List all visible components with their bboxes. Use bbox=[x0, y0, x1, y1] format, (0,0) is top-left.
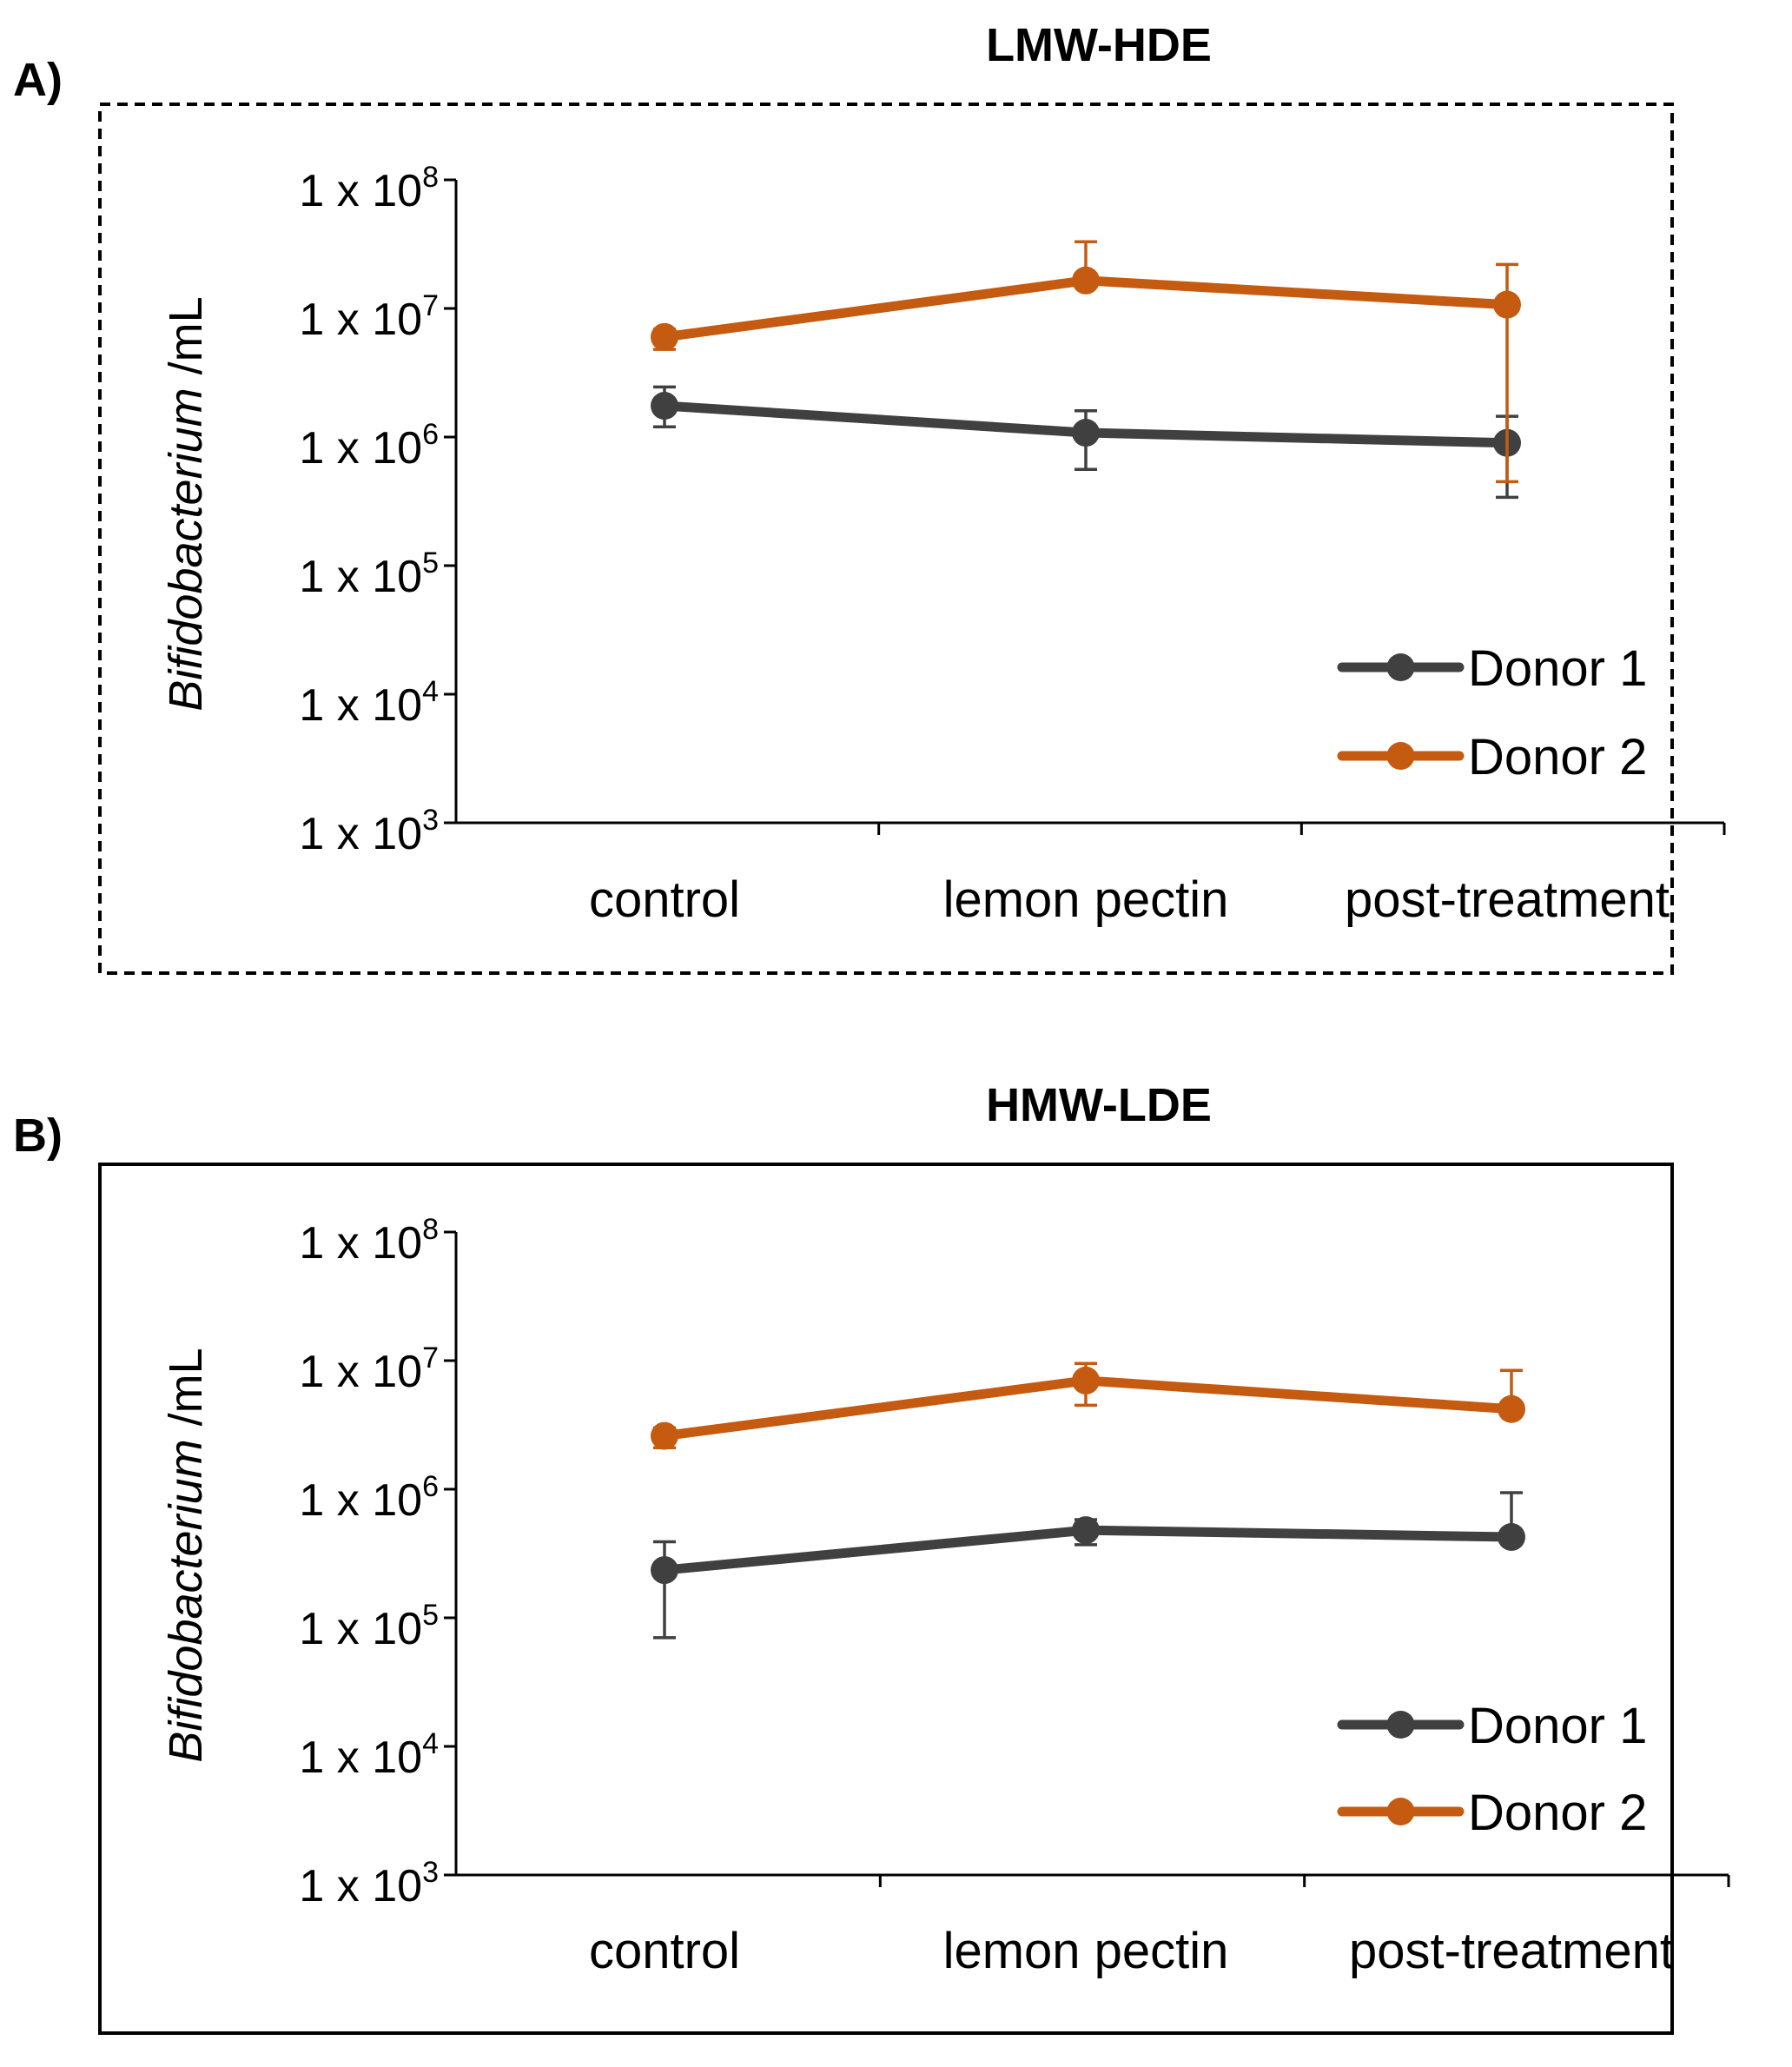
legend-marker bbox=[1386, 742, 1415, 770]
data-point bbox=[1498, 1395, 1525, 1423]
legend-marker bbox=[1386, 1711, 1415, 1739]
y-tick-label: 1 x 105 bbox=[299, 1599, 439, 1654]
series-donor-1 bbox=[651, 385, 1521, 500]
chart-panel-a: A) LMW-HDE 1 x 108 1 x 107 1 x 106 1 x 105 1 x… bbox=[13, 19, 1726, 975]
series-donor-1 bbox=[651, 1491, 1525, 1640]
series-donor-2 bbox=[651, 1361, 1525, 1450]
legend-marker bbox=[1386, 1798, 1415, 1825]
x-category-label: control bbox=[589, 871, 740, 928]
panel-border bbox=[98, 1163, 1674, 2035]
y-tick-label: 1 x 104 bbox=[299, 675, 439, 731]
y-axis-label: Bifidobacterium /mL bbox=[160, 1348, 212, 1762]
x-category-label: post-treatment bbox=[1345, 871, 1670, 928]
panel-letter: A) bbox=[13, 54, 63, 106]
y-tick-label: 1 x 108 bbox=[299, 1213, 439, 1269]
panel-border bbox=[98, 103, 1674, 975]
y-tick-label: 1 x 103 bbox=[299, 804, 439, 859]
data-point bbox=[1072, 1366, 1100, 1395]
data-point bbox=[651, 1556, 678, 1585]
y-tick-label: 1 x 107 bbox=[299, 1342, 439, 1397]
y-tick-label: 1 x 106 bbox=[299, 418, 439, 474]
y-tick-label: 1 x 104 bbox=[299, 1727, 439, 1783]
data-point bbox=[1072, 1516, 1100, 1545]
legend-label: Donor 2 bbox=[1468, 1785, 1647, 1841]
y-tick-label: 1 x 107 bbox=[299, 289, 439, 345]
legend-marker bbox=[1386, 653, 1415, 681]
legend-label: Donor 1 bbox=[1468, 1698, 1647, 1754]
data-point bbox=[651, 392, 678, 421]
data-point bbox=[1498, 1522, 1525, 1551]
x-category-label: post-treatment bbox=[1349, 1923, 1674, 1979]
y-tick-label: 1 x 103 bbox=[299, 1856, 439, 1911]
x-category-label: lemon pectin bbox=[943, 871, 1229, 928]
y-axis-label: Bifidobacterium /mL bbox=[160, 296, 212, 711]
chart-title: LMW-HDE bbox=[986, 19, 1212, 71]
data-point bbox=[1493, 290, 1521, 319]
y-tick-label: 1 x 105 bbox=[299, 547, 439, 602]
y-tick-label: 1 x 106 bbox=[299, 1470, 439, 1526]
series-donor-2 bbox=[651, 240, 1521, 484]
chart-title: HMW-LDE bbox=[986, 1079, 1212, 1131]
legend-label: Donor 2 bbox=[1468, 729, 1647, 785]
data-point bbox=[1072, 266, 1100, 295]
x-category-label: control bbox=[589, 1923, 740, 1979]
y-tick-label: 1 x 108 bbox=[299, 161, 439, 216]
legend-label: Donor 1 bbox=[1468, 640, 1647, 697]
chart-panel-b: B) HMW-LDE 1 x 108 1 x 107 1 x 106 1 x 105 1 x… bbox=[13, 1079, 1730, 2035]
x-category-label: lemon pectin bbox=[943, 1923, 1229, 1979]
panel-letter: B) bbox=[13, 1110, 63, 1162]
data-point bbox=[651, 1421, 678, 1450]
data-point bbox=[651, 322, 678, 351]
data-point bbox=[1072, 419, 1100, 447]
